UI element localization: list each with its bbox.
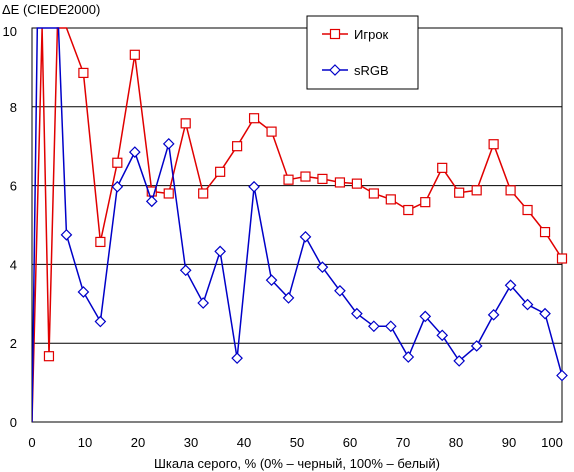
data-point <box>197 297 210 309</box>
data-point <box>129 49 140 60</box>
data-point <box>504 279 517 292</box>
plot-border <box>31 27 563 423</box>
plot-area <box>32 28 562 422</box>
y-axis-ticks: 0 2 4 6 8 10 <box>3 24 17 430</box>
data-point <box>436 329 449 342</box>
data-point <box>214 245 226 258</box>
series-igrok <box>32 27 568 423</box>
data-point <box>94 315 107 328</box>
data-point <box>78 67 89 79</box>
x-tick-label: 80 <box>449 435 463 450</box>
y-tick-label: 10 <box>3 24 17 39</box>
data-point <box>231 352 243 365</box>
data-point <box>128 146 141 158</box>
x-tick-label: 0 <box>28 435 35 450</box>
data-point <box>556 253 568 264</box>
data-point <box>539 226 551 238</box>
data-point <box>60 229 73 241</box>
data-point <box>556 369 568 382</box>
data-point <box>95 236 106 248</box>
data-point <box>300 171 311 182</box>
data-point <box>351 307 363 320</box>
data-point <box>265 274 278 287</box>
data-point <box>505 185 516 196</box>
data-point <box>145 195 158 208</box>
data-point <box>419 310 432 323</box>
data-point <box>351 178 362 189</box>
data-point <box>384 320 397 333</box>
data-point <box>402 351 415 363</box>
data-point <box>488 139 499 150</box>
data-point <box>198 188 209 199</box>
data-point <box>162 137 175 150</box>
data-point <box>334 177 346 188</box>
series-srgb <box>32 27 568 423</box>
series-line <box>32 27 562 423</box>
data-point <box>163 188 174 199</box>
data-point <box>112 157 123 168</box>
data-point <box>368 320 380 333</box>
y-tick-label: 6 <box>10 179 17 194</box>
data-point <box>522 204 533 216</box>
x-tick-label: 60 <box>343 435 357 450</box>
x-axis-label: Шкала серого, % (0% – черный, 100% – бел… <box>154 456 440 471</box>
data-point <box>334 284 346 297</box>
data-point <box>111 180 124 193</box>
data-point <box>437 162 448 173</box>
data-point <box>180 118 191 129</box>
y-axis-label: ΔE (CIEDE2000) <box>2 2 100 17</box>
x-tick-label: 10 <box>78 435 92 450</box>
y-tick-label: 0 <box>10 415 17 430</box>
legend: Игрок sRGB <box>306 15 419 90</box>
data-point <box>179 264 192 277</box>
data-point <box>316 261 329 274</box>
data-point <box>403 204 414 216</box>
data-point <box>487 308 500 321</box>
x-tick-label: 30 <box>184 435 198 450</box>
legend-box <box>306 15 419 90</box>
y-tick-label: 8 <box>10 100 17 115</box>
data-point <box>317 173 328 185</box>
data-point <box>299 230 312 243</box>
legend-label-igrok: Игрок <box>354 27 389 42</box>
x-tick-label: 20 <box>131 435 145 450</box>
data-point <box>232 141 243 152</box>
series-layer <box>32 27 568 423</box>
data-point <box>282 292 295 304</box>
data-point <box>77 286 90 298</box>
x-tick-label: 40 <box>237 435 251 450</box>
data-point <box>471 185 482 196</box>
data-point <box>454 187 465 198</box>
data-point <box>43 351 55 362</box>
legend-label-srgb: sRGB <box>354 63 389 78</box>
legend-marker-srgb <box>329 64 341 76</box>
y-tick-label: 4 <box>10 257 17 272</box>
data-point <box>521 298 534 311</box>
data-point <box>470 340 483 352</box>
data-point <box>420 197 431 208</box>
x-tick-label: 70 <box>396 435 410 450</box>
data-point <box>266 126 277 137</box>
y-tick-label: 2 <box>10 336 17 351</box>
x-tick-label: 50 <box>290 435 304 450</box>
x-tick-label: 100 <box>541 435 563 450</box>
legend-marker-igrok <box>329 28 341 40</box>
data-point <box>368 188 379 199</box>
data-point <box>215 166 226 177</box>
x-axis-ticks: 0 10 20 30 40 50 60 70 80 90 100 <box>28 435 562 450</box>
data-point <box>248 113 260 124</box>
x-tick-label: 90 <box>502 435 516 450</box>
data-point <box>453 355 466 367</box>
data-point <box>248 180 260 193</box>
data-point <box>385 194 396 205</box>
data-point <box>539 307 551 320</box>
data-point <box>283 174 294 185</box>
